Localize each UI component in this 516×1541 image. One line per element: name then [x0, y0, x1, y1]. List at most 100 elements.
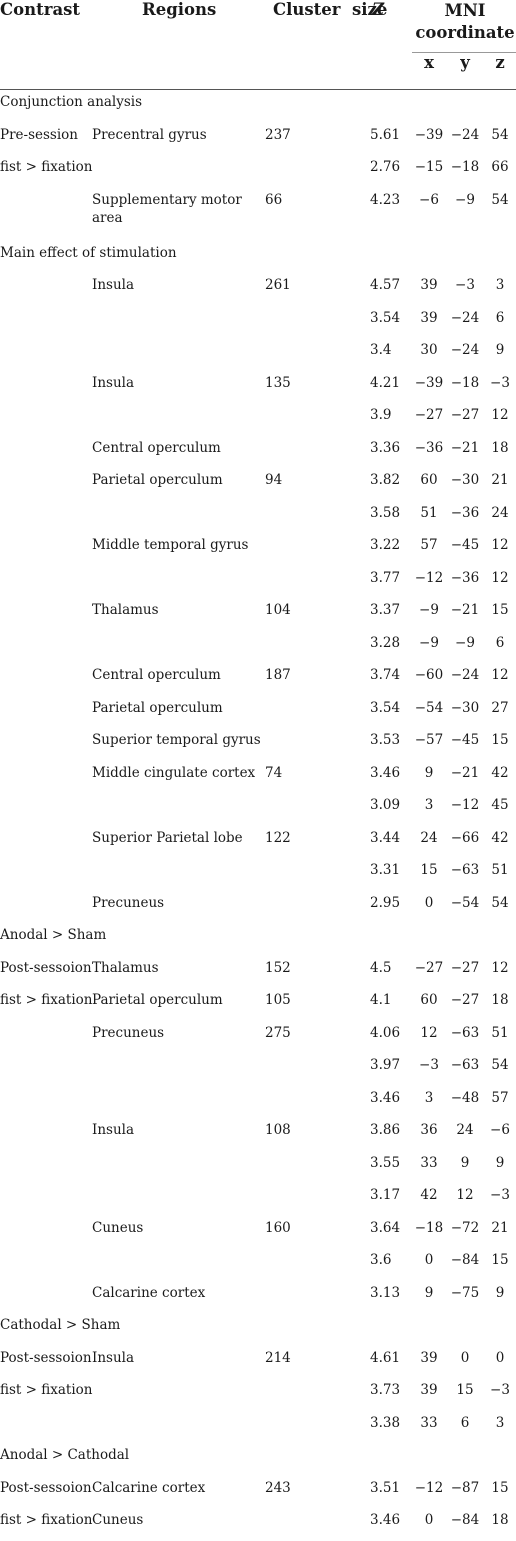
region-cell: Calcarine cortex: [92, 1479, 206, 1496]
cluster-size-cell: [265, 1378, 370, 1411]
mni-x-cell: 42: [420, 1187, 438, 1203]
contrast-cell: [0, 1248, 92, 1281]
mni-y-cell: −45: [450, 537, 480, 553]
region-cell: Middle temporal gyrus: [92, 537, 249, 553]
mni-x-cell: 33: [420, 1154, 438, 1171]
mni-z-cell: 21: [491, 1219, 509, 1236]
mni-z-cell: 12: [491, 407, 509, 423]
table-row: Parietal operculum 3.54 −54 −30 27: [0, 696, 516, 729]
mni-y-cell: −21: [450, 439, 480, 456]
table-row: fist > fixation 2.76 −15 −18 66: [0, 155, 516, 188]
mni-y-cell: −24: [450, 667, 480, 683]
region-cell: Insula: [92, 374, 135, 391]
header-zc: z: [484, 52, 516, 90]
region-cell: [92, 501, 265, 534]
mni-y-cell: −27: [450, 992, 480, 1008]
cluster-size-cell: [265, 306, 370, 339]
region-cell: [92, 631, 265, 664]
table-row: Middle cingulate cortex 74 3.46 9 −21 42: [0, 761, 516, 794]
cluster-size-cell: [265, 696, 370, 729]
contrast-cell: fist > fixation: [0, 992, 93, 1008]
region-cell: Precuneus: [92, 894, 165, 911]
mni-z-cell: 15: [491, 1479, 509, 1496]
mni-x-cell: 30: [420, 342, 438, 358]
mni-y-cell: −36: [450, 504, 480, 521]
region-cell: Central operculum: [92, 667, 221, 683]
mni-y-cell: −3: [455, 277, 475, 293]
region-cell: [92, 858, 265, 891]
z-score-cell: 3.31: [370, 862, 401, 878]
table-row: Calcarine cortex 3.13 9 −75 9: [0, 1281, 516, 1314]
mni-z-cell: 15: [491, 732, 509, 748]
region-cell: Insula: [92, 277, 135, 293]
z-score-cell: 3.9: [370, 407, 392, 423]
cluster-size-cell: [265, 1151, 370, 1184]
header-spacer: [0, 52, 412, 90]
contrast-cell: [0, 858, 92, 891]
contrast-cell: [0, 891, 92, 924]
mni-z-cell: 9: [495, 342, 505, 358]
region-cell: [92, 1086, 265, 1119]
mni-y-cell: −9: [455, 634, 475, 651]
z-score-cell: 3.54: [370, 699, 401, 716]
cluster-size-cell: 214: [265, 1349, 291, 1366]
table-row: Insula 261 4.57 39 −3 3: [0, 273, 516, 306]
region-cell: Thalamus: [92, 602, 159, 618]
mni-x-cell: 15: [420, 862, 438, 878]
table-row: Supplementary motor area 66 4.23 −6 −9 54: [0, 188, 516, 241]
mni-z-cell: 54: [491, 1057, 509, 1073]
table-row: Middle temporal gyrus 3.22 57 −45 12: [0, 533, 516, 566]
cluster-size-cell: [265, 1053, 370, 1086]
table-row: 3.77 −12 −36 12: [0, 566, 516, 599]
section-label: Anodal > Cathodal: [0, 1447, 130, 1463]
cluster-size-cell: [265, 155, 370, 188]
mni-x-cell: 0: [424, 1512, 434, 1528]
z-score-cell: 3.4: [370, 342, 392, 358]
header-y: y: [446, 52, 484, 90]
mni-z-cell: 15: [491, 602, 509, 618]
mni-z-cell: 18: [491, 1512, 509, 1528]
contrast-cell: [0, 501, 92, 534]
mni-y-cell: −27: [450, 407, 480, 423]
mni-y-cell: −9: [455, 191, 475, 208]
section-label: Main effect of stimulation: [0, 244, 177, 261]
mni-x-cell: 0: [424, 1252, 434, 1268]
z-score-cell: 3.74: [370, 667, 401, 683]
cluster-size-cell: 237: [265, 126, 291, 143]
region-cell: [92, 306, 265, 339]
contrast-cell: [0, 598, 92, 631]
cluster-size-cell: 160: [265, 1219, 291, 1236]
contrast-cell: [0, 1053, 92, 1086]
mni-x-cell: −54: [414, 699, 444, 716]
cluster-size-cell: [265, 1281, 370, 1314]
contrast-cell: [0, 371, 92, 404]
contrast-cell: [0, 793, 92, 826]
mni-z-cell: 51: [491, 862, 509, 878]
mni-x-cell: −15: [414, 159, 444, 175]
z-score-cell: 3.22: [370, 537, 401, 553]
contrast-cell: [0, 338, 92, 371]
mni-x-cell: 60: [420, 992, 438, 1008]
mni-z-cell: 3: [495, 277, 505, 293]
mni-x-cell: −36: [414, 439, 444, 456]
z-score-cell: 2.95: [370, 894, 401, 911]
z-score-cell: 4.23: [370, 191, 401, 208]
mni-y-cell: 12: [456, 1187, 474, 1203]
table-row: 3.31 15 −63 51: [0, 858, 516, 891]
cluster-size-cell: [265, 1086, 370, 1119]
mni-y-cell: 6: [460, 1414, 470, 1431]
cluster-size-cell: [265, 403, 370, 436]
table-row: Precuneus 2.95 0 −54 54: [0, 891, 516, 924]
mni-x-cell: 3: [424, 797, 434, 813]
region-cell: Precentral gyrus: [92, 126, 207, 143]
contrast-cell: [0, 468, 92, 501]
mni-y-cell: −24: [450, 342, 480, 358]
table-row: 3.58 51 −36 24: [0, 501, 516, 534]
region-cell: Precuneus: [92, 1024, 165, 1041]
mni-z-cell: −3: [490, 1187, 510, 1203]
cluster-size-cell: [265, 1183, 370, 1216]
contrast-cell: fist > fixation: [0, 159, 93, 175]
table-row: Post-sessoion Insula 214 4.61 39 0 0: [0, 1346, 516, 1379]
mni-z-cell: 42: [491, 764, 509, 781]
